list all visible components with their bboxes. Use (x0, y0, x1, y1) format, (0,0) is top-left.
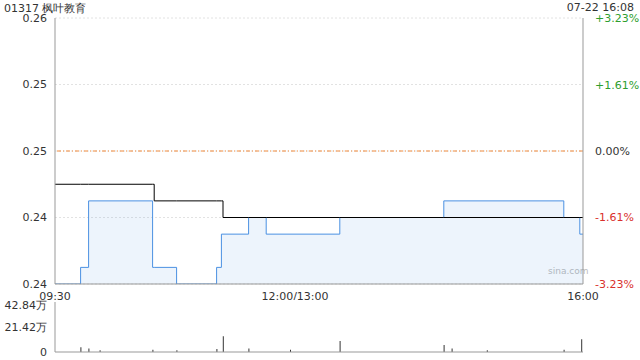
html-text:07-22 16:08: 07-22 16:08 (566, 1, 634, 14)
svg-text:-1.61%: -1.61% (595, 211, 632, 224)
svg-text:0.25: 0.25 (23, 78, 48, 91)
svg-text:+1.61%: +1.61% (595, 79, 632, 92)
svg-text:42.84万: 42.84万 (8, 299, 47, 312)
svg-text:0.24: 0.24 (23, 278, 48, 291)
svg-text:0.00%: 0.00% (595, 145, 630, 158)
svg-text:16:00: 16:00 (567, 290, 599, 300)
svg-text:12:00/13:00: 12:00/13:00 (261, 290, 328, 300)
svg-text:+3.23%: +3.23% (595, 12, 632, 25)
html-text:01317 枫叶教育: 01317 枫叶教育 (4, 2, 87, 15)
svg-text:0: 0 (40, 346, 47, 359)
svg-text:21.42万: 21.42万 (8, 321, 47, 334)
svg-text:-3.23%: -3.23% (595, 278, 632, 291)
svg-text:0.26: 0.26 (23, 12, 48, 25)
html-text:sina.com: sina.com (548, 266, 589, 276)
svg-text:0.24: 0.24 (23, 211, 48, 224)
svg-text:0.25: 0.25 (23, 145, 48, 158)
